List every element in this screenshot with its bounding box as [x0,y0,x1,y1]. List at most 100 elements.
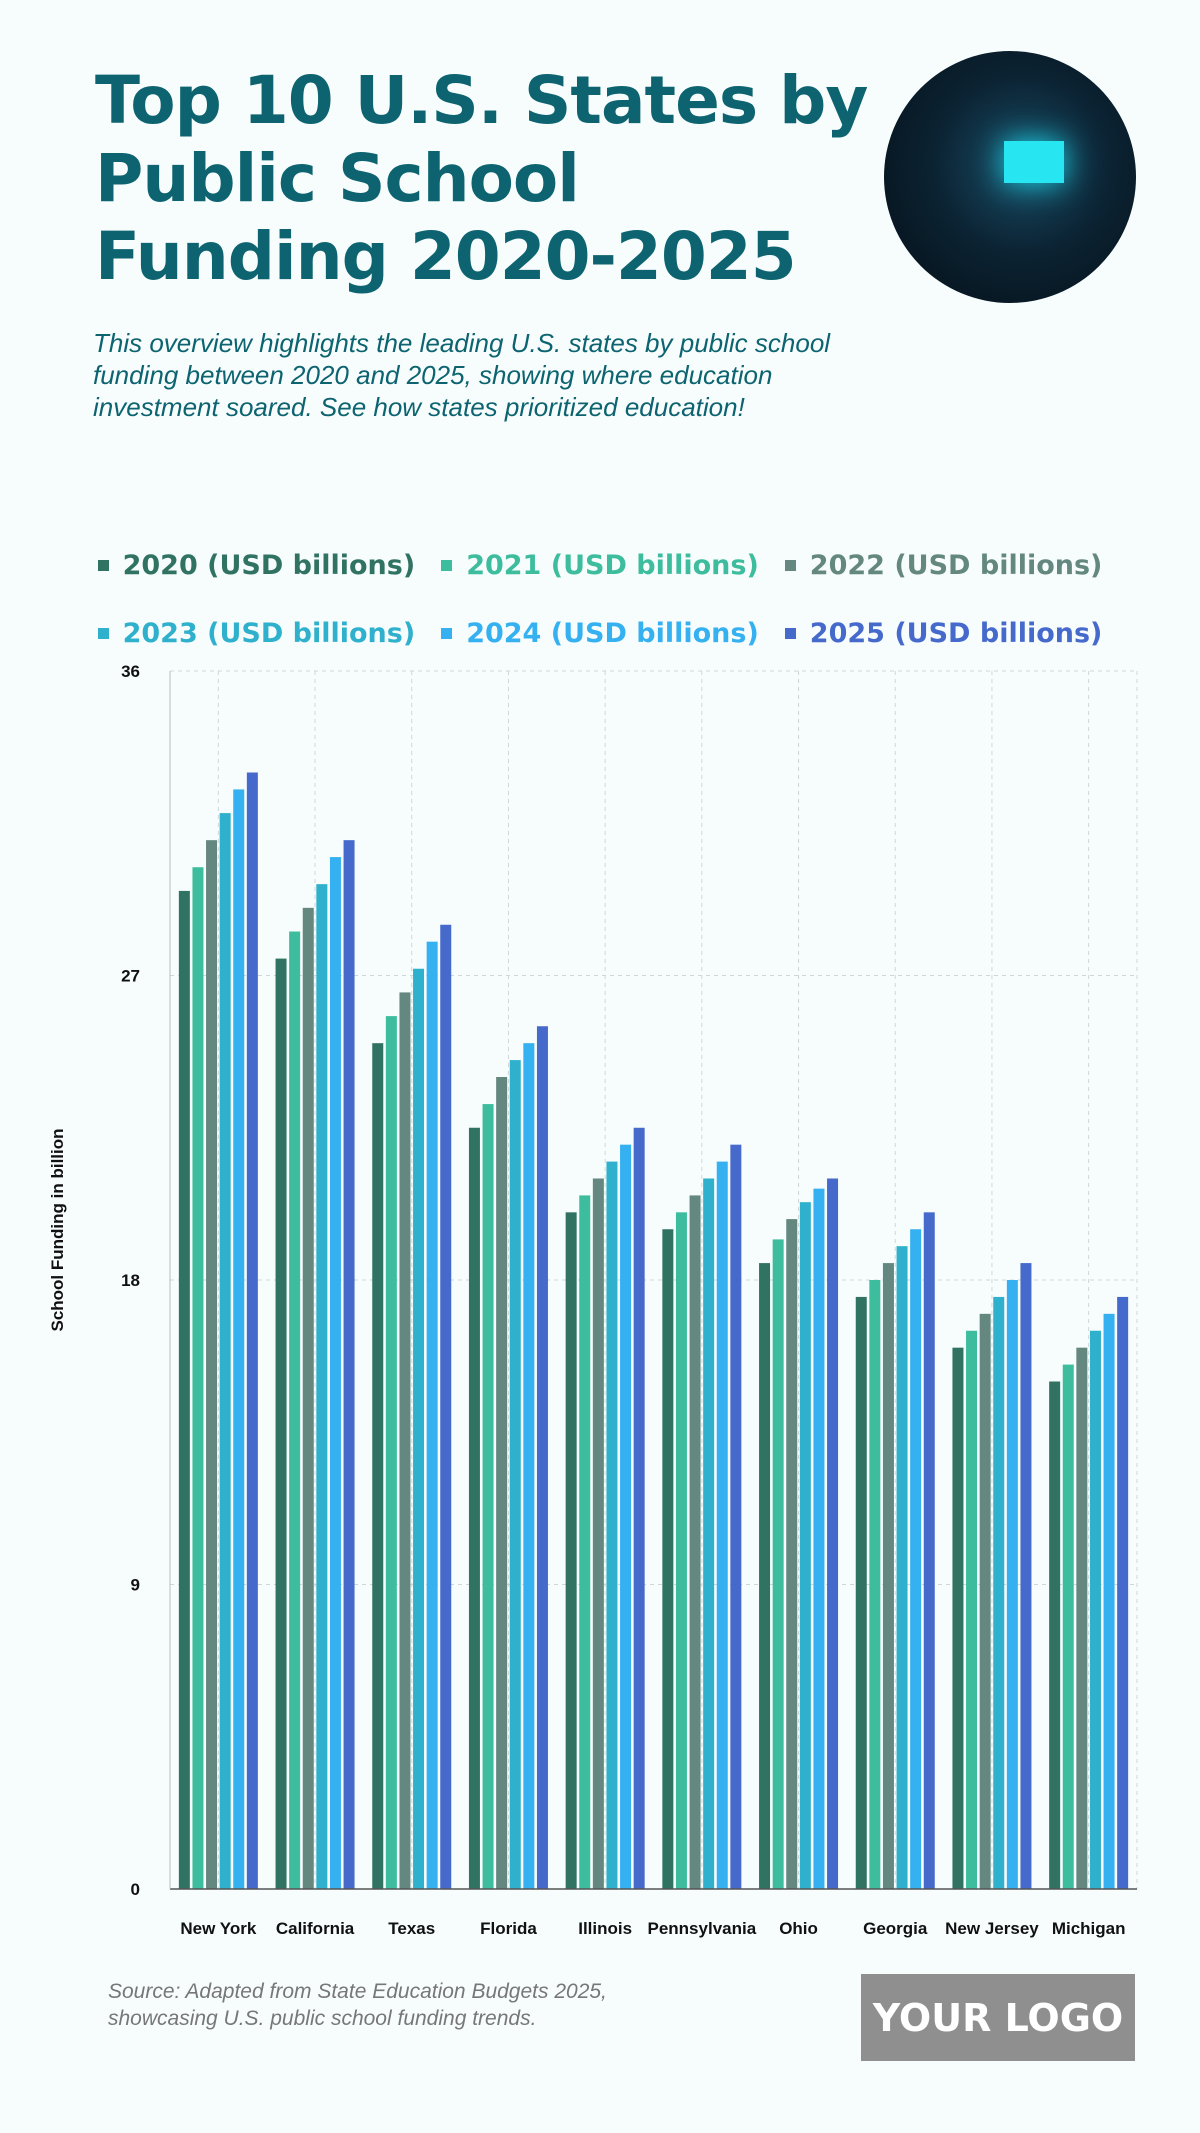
legend-item-2023: 2023 (USD billions) [97,618,416,649]
legend-label: 2023 (USD billions) [122,618,416,649]
bar-texas-3 [413,968,425,1889]
x-tick-label: Ohio [779,1919,818,1938]
bar-pennsylvania-5 [730,1144,742,1889]
source-note: Source: Adapted from State Education Bud… [108,1980,607,2030]
y-tick-label: 36 [121,662,140,681]
legend-swatch [441,628,453,639]
bar-new-jersey-4 [1006,1280,1018,1889]
bar-florida-1 [482,1104,494,1889]
classroom-photo [884,51,1136,303]
bar-georgia-3 [896,1246,908,1889]
bar-texas-2 [399,992,411,1889]
bar-michigan-3 [1089,1330,1101,1889]
bar-georgia-1 [869,1280,881,1889]
legend-label: 2022 (USD billions) [809,550,1103,581]
bar-texas-1 [385,1016,397,1889]
legend-label: 2025 (USD billions) [809,618,1103,649]
bar-georgia-5 [923,1212,935,1889]
legend-row-1: 2020 (USD billions) 2021 (USD billions) … [0,550,1200,581]
bar-illinois-5 [633,1127,645,1889]
bar-new-jersey-3 [993,1296,1005,1889]
bar-florida-5 [536,1026,548,1889]
x-tick-label: California [276,1919,355,1938]
bar-new-jersey-1 [966,1330,978,1889]
y-tick-label: 9 [131,1576,140,1595]
bar-illinois-2 [592,1178,604,1889]
page-title: Top 10 U.S. States by Public School Fund… [95,62,868,295]
bar-florida-3 [509,1060,521,1889]
bar-new-york-3 [219,813,231,1889]
legend-label: 2021 (USD billions) [466,550,759,581]
bar-michigan-0 [1049,1381,1061,1889]
bar-georgia-4 [910,1229,922,1889]
bar-pennsylvania-1 [675,1212,687,1889]
bar-new-jersey-5 [1020,1263,1032,1889]
x-tick-label: New Jersey [945,1919,1039,1938]
bar-illinois-1 [579,1195,591,1889]
bar-ohio-5 [827,1178,839,1889]
bar-texas-0 [372,1043,384,1889]
bar-pennsylvania-2 [689,1195,701,1889]
bar-new-york-5 [246,772,258,1889]
bar-texas-5 [440,924,452,1889]
legend-item-2021: 2021 (USD billions) [441,550,759,581]
bar-ohio-1 [772,1239,784,1889]
x-tick-label: Georgia [863,1919,928,1938]
bar-new-york-2 [206,840,218,1889]
x-tick-label: New York [180,1919,256,1938]
bar-michigan-1 [1062,1364,1074,1889]
legend-label: 2020 (USD billions) [122,550,416,581]
bar-georgia-0 [855,1296,867,1889]
subtitle: This overview highlights the leading U.S… [93,328,831,422]
bar-illinois-4 [620,1144,632,1889]
bar-michigan-2 [1076,1347,1088,1889]
bar-michigan-5 [1117,1296,1129,1889]
bar-new-jersey-2 [979,1313,991,1889]
bar-pennsylvania-3 [703,1178,715,1889]
bar-new-york-1 [192,867,204,1889]
bar-florida-2 [496,1077,508,1889]
x-tick-label: Texas [388,1919,435,1938]
bar-new-york-0 [178,890,190,1889]
bar-california-1 [289,931,301,1889]
legend-swatch [97,560,109,571]
legend-row-2: 2023 (USD billions) 2024 (USD billions) … [0,618,1200,649]
legend-item-2024: 2024 (USD billions) [441,618,759,649]
legend-item-2025: 2025 (USD billions) [784,618,1103,649]
projector-screen [1004,141,1064,183]
bar-pennsylvania-0 [662,1229,674,1889]
bar-georgia-2 [882,1263,894,1889]
bar-ohio-4 [813,1188,825,1889]
y-tick-label: 18 [121,1271,140,1290]
bar-florida-4 [523,1043,535,1889]
legend-label: 2024 (USD billions) [466,618,759,649]
legend-swatch [784,560,796,571]
x-tick-label: Pennsylvania [648,1919,757,1938]
y-tick-label: 0 [131,1880,140,1899]
bar-california-2 [302,907,314,1889]
bar-california-3 [316,884,328,1889]
bar-ohio-3 [799,1202,811,1889]
bar-pennsylvania-4 [716,1161,728,1889]
bar-new-jersey-0 [952,1347,964,1889]
bar-new-york-4 [233,789,245,1889]
bar-ohio-0 [759,1263,771,1889]
x-tick-label: Florida [480,1919,537,1938]
bar-illinois-3 [606,1161,618,1889]
x-tick-label: Michigan [1052,1919,1126,1938]
logo-placeholder: YOUR LOGO [861,1974,1135,2061]
legend-item-2022: 2022 (USD billions) [784,550,1103,581]
bar-texas-4 [426,941,438,1889]
legend-swatch [784,628,796,639]
y-tick-label: 27 [121,967,140,986]
bar-michigan-4 [1103,1313,1115,1889]
legend-swatch [441,560,453,571]
bar-illinois-0 [565,1212,577,1889]
bar-florida-0 [468,1127,480,1889]
x-tick-label: Illinois [578,1919,632,1938]
legend-item-2020: 2020 (USD billions) [97,550,416,581]
bar-california-5 [343,840,355,1889]
bar-california-0 [275,958,287,1889]
legend-swatch [97,628,109,639]
